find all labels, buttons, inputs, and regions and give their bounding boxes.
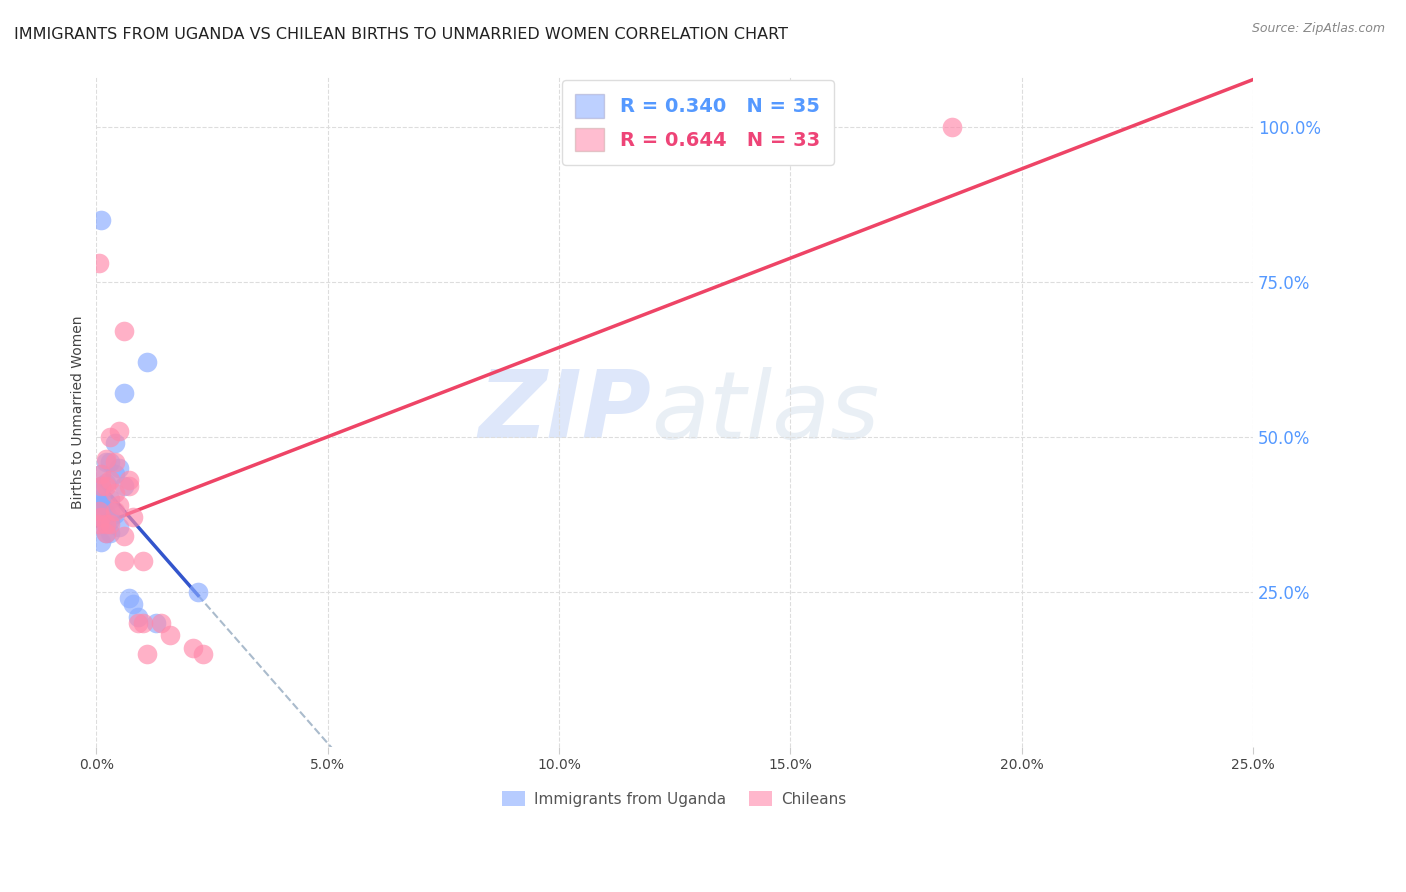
Point bbox=[122, 597, 145, 611]
Point bbox=[87, 483, 110, 497]
Point bbox=[94, 508, 117, 522]
Point bbox=[90, 467, 112, 481]
Point bbox=[94, 479, 117, 493]
Legend: Immigrants from Uganda, Chileans: Immigrants from Uganda, Chileans bbox=[496, 784, 853, 813]
Point bbox=[112, 386, 135, 401]
Point bbox=[122, 510, 145, 524]
Point bbox=[118, 591, 141, 605]
Point bbox=[90, 498, 112, 512]
Point bbox=[87, 516, 110, 531]
Point bbox=[118, 479, 141, 493]
Point bbox=[159, 628, 181, 642]
Text: Source: ZipAtlas.com: Source: ZipAtlas.com bbox=[1251, 22, 1385, 36]
Point bbox=[131, 615, 153, 630]
Point bbox=[145, 615, 167, 630]
Point bbox=[90, 467, 112, 481]
Point bbox=[94, 455, 117, 469]
Point bbox=[108, 519, 131, 533]
Point bbox=[98, 473, 121, 487]
Point bbox=[104, 485, 127, 500]
Point bbox=[90, 479, 112, 493]
Point bbox=[94, 495, 117, 509]
Point bbox=[108, 460, 131, 475]
Point bbox=[87, 495, 110, 509]
Point bbox=[94, 476, 117, 491]
Point bbox=[87, 504, 110, 518]
Text: IMMIGRANTS FROM UGANDA VS CHILEAN BIRTHS TO UNMARRIED WOMEN CORRELATION CHART: IMMIGRANTS FROM UGANDA VS CHILEAN BIRTHS… bbox=[14, 27, 787, 42]
Point bbox=[94, 525, 117, 540]
Point bbox=[112, 529, 135, 543]
Point bbox=[90, 535, 112, 549]
Point bbox=[87, 256, 110, 270]
Point bbox=[187, 584, 209, 599]
Point bbox=[90, 213, 112, 227]
Point bbox=[136, 647, 159, 661]
Point bbox=[131, 554, 153, 568]
Point bbox=[104, 455, 127, 469]
Point bbox=[104, 436, 127, 450]
Point bbox=[98, 516, 121, 531]
Point bbox=[108, 424, 131, 438]
Point bbox=[112, 479, 135, 493]
Y-axis label: Births to Unmarried Women: Births to Unmarried Women bbox=[72, 315, 86, 508]
Point bbox=[98, 430, 121, 444]
Point bbox=[183, 640, 205, 655]
Point bbox=[98, 455, 121, 469]
Point bbox=[90, 510, 112, 524]
Point bbox=[941, 120, 963, 134]
Point bbox=[108, 498, 131, 512]
Point bbox=[98, 504, 121, 518]
Point bbox=[150, 615, 173, 630]
Point bbox=[118, 473, 141, 487]
Point bbox=[127, 609, 149, 624]
Point bbox=[127, 615, 149, 630]
Point bbox=[104, 504, 127, 518]
Point bbox=[98, 491, 121, 506]
Point bbox=[112, 325, 135, 339]
Point bbox=[94, 451, 117, 466]
Point bbox=[191, 647, 214, 661]
Text: atlas: atlas bbox=[651, 367, 880, 458]
Point bbox=[94, 516, 117, 531]
Point bbox=[87, 504, 110, 518]
Point bbox=[98, 513, 121, 527]
Point bbox=[90, 510, 112, 524]
Point bbox=[112, 554, 135, 568]
Point bbox=[136, 355, 159, 369]
Point bbox=[87, 516, 110, 531]
Point bbox=[90, 491, 112, 506]
Point bbox=[94, 516, 117, 531]
Point bbox=[104, 508, 127, 522]
Text: ZIP: ZIP bbox=[478, 366, 651, 458]
Point bbox=[94, 525, 117, 540]
Point bbox=[104, 467, 127, 481]
Point bbox=[98, 525, 121, 540]
Point bbox=[90, 479, 112, 493]
